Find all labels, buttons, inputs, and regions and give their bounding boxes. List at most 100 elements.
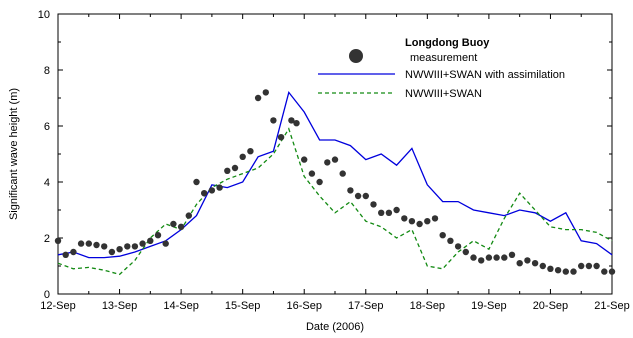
measurement-point xyxy=(177,223,185,230)
measurement-point xyxy=(416,220,423,228)
measurement-point xyxy=(431,215,439,222)
legend-label-assimilation: NWWIII+SWAN with assimilation xyxy=(405,69,565,81)
measurement-point xyxy=(439,232,446,239)
measurement-point xyxy=(570,268,577,275)
measurement-point xyxy=(254,94,262,102)
measurement-point xyxy=(277,134,285,141)
measurement-point xyxy=(54,237,62,244)
measurement-point xyxy=(531,260,539,267)
measurement-point xyxy=(239,153,246,160)
measurement-point xyxy=(162,240,169,247)
measurement-point xyxy=(501,254,508,261)
measurement-point xyxy=(270,117,277,124)
series-layer xyxy=(54,89,616,276)
measurement-point xyxy=(139,240,146,247)
x-tick-label: 16-Sep xyxy=(286,300,321,312)
measurement-point xyxy=(316,178,323,186)
measurement-point xyxy=(324,159,331,166)
x-tick-label: 18-Sep xyxy=(410,300,445,312)
measurement-point xyxy=(77,240,85,247)
measurement-point xyxy=(108,248,116,256)
measurement-point xyxy=(262,89,269,96)
measurement-point xyxy=(70,248,77,256)
measurement-point xyxy=(547,265,554,272)
legend: Longdong Buoy measurement NWWIII+SWAN wi… xyxy=(318,37,565,100)
measurement-point xyxy=(247,148,254,155)
measurement-point xyxy=(124,243,131,250)
measurement-point xyxy=(608,268,616,275)
legend-label-swan: NWWIII+SWAN xyxy=(405,88,482,100)
y-tick-label: 0 xyxy=(44,289,50,301)
measurement-point xyxy=(293,120,300,127)
series-line-1 xyxy=(57,90,613,259)
legend-label-measurement: measurement xyxy=(410,52,477,64)
x-tick-label: 20-Sep xyxy=(533,300,568,312)
measurement-point xyxy=(524,257,531,264)
y-axis-title: Significant wave height (m) xyxy=(8,88,20,220)
measurement-point xyxy=(347,187,354,194)
measurement-point xyxy=(201,190,208,197)
measurement-point xyxy=(185,212,192,219)
y-tick-label: 4 xyxy=(44,177,50,189)
measurement-point xyxy=(216,184,223,191)
measurement-point xyxy=(354,192,362,200)
measurement-point xyxy=(447,237,454,244)
x-tick-label: 15-Sep xyxy=(225,300,260,312)
measurement-point xyxy=(408,218,416,225)
measurement-point xyxy=(131,243,139,250)
measurement-point xyxy=(470,254,477,261)
measurement-point xyxy=(170,220,177,228)
measurement-point xyxy=(539,262,546,270)
measurement-point xyxy=(485,254,493,261)
x-ticks-layer: 12-Sep 13-Sep 14-Sep 15-Sep 16-Sep 17-Sep 18-S… xyxy=(40,14,630,312)
measurement-point xyxy=(85,240,93,247)
measurement-point xyxy=(331,156,339,163)
measurement-point xyxy=(308,170,316,177)
measurement-point xyxy=(508,251,516,258)
x-tick-label: 21-Sep xyxy=(594,300,629,312)
legend-title: Longdong Buoy xyxy=(405,37,490,49)
measurement-point xyxy=(231,164,239,172)
x-tick-label: 14-Sep xyxy=(163,300,198,312)
measurement-point xyxy=(116,246,123,253)
series-line-2 xyxy=(57,127,613,276)
measurement-point xyxy=(578,262,585,270)
measurement-point xyxy=(147,237,154,244)
x-tick-label: 17-Sep xyxy=(348,300,383,312)
measurement-point xyxy=(93,241,100,249)
y-ticks-layer: 0 2 4 6 8 10 xyxy=(38,9,612,301)
measurement-point xyxy=(370,201,377,208)
measurement-point xyxy=(401,215,408,222)
measurement-point xyxy=(154,232,162,239)
measurement-point xyxy=(224,167,231,174)
y-tick-label: 8 xyxy=(44,65,50,77)
measurement-point xyxy=(301,156,308,163)
measurement-point xyxy=(424,218,431,225)
measurement-point xyxy=(493,254,500,261)
x-tick-label: 13-Sep xyxy=(102,300,137,312)
measurement-point xyxy=(554,267,562,274)
measurement-point xyxy=(454,243,462,250)
x-tick-label: 12-Sep xyxy=(40,300,75,312)
measurement-point xyxy=(585,262,593,270)
x-tick-label: 19-Sep xyxy=(471,300,506,312)
y-tick-label: 2 xyxy=(44,233,50,245)
measurement-point xyxy=(601,268,608,275)
measurement-point xyxy=(462,248,469,256)
measurement-point xyxy=(101,243,108,250)
legend-marker-measurement xyxy=(349,49,363,63)
y-tick-label: 10 xyxy=(38,9,50,21)
measurement-point xyxy=(339,170,346,177)
measurement-point xyxy=(562,268,569,275)
measurement-point xyxy=(193,178,200,186)
measurement-point xyxy=(362,192,369,200)
measurement-point xyxy=(208,187,216,194)
measurement-point xyxy=(62,251,69,258)
measurement-point xyxy=(516,260,523,267)
measurement-point xyxy=(385,209,393,216)
measurement-point xyxy=(378,209,385,216)
x-axis-title: Date (2006) xyxy=(306,321,364,333)
measurement-point xyxy=(478,257,485,264)
